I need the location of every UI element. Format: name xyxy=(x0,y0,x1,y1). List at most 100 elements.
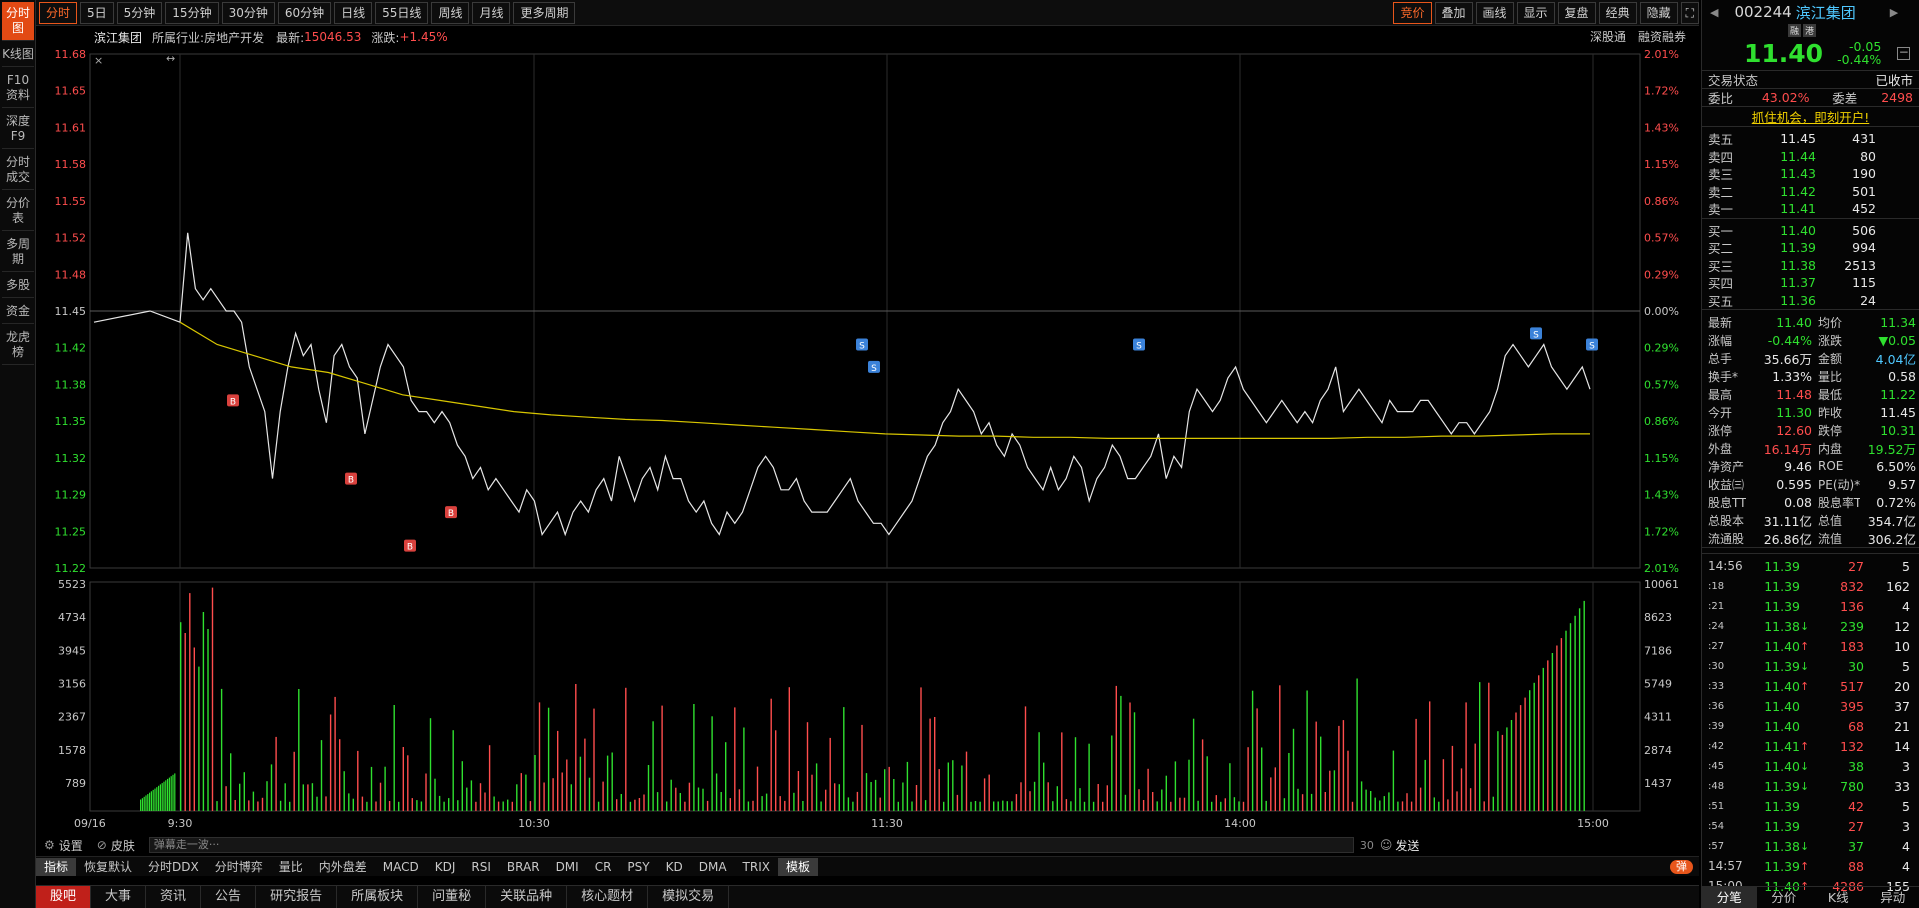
bottom-tab-9[interactable]: 模拟交易 xyxy=(648,886,730,908)
trade-count: 37 xyxy=(1894,698,1910,714)
indicator-14[interactable]: DMA xyxy=(698,859,727,874)
volume-bar xyxy=(1415,718,1417,811)
intraday-chart[interactable]: 11.68 2.01% 11.65 1.72% 11.61 1.43% 11.58 1.15%… xyxy=(0,0,1699,856)
volume-bar xyxy=(652,721,654,811)
tool-5[interactable]: 经典 xyxy=(1598,2,1637,24)
left-tab-4[interactable]: 分时成交 xyxy=(2,151,34,190)
fullscreen-icon[interactable]: ⛶ xyxy=(1680,2,1699,24)
volume-bar xyxy=(216,801,218,811)
open-account-link[interactable]: 抓住机会，即刻开户! xyxy=(1751,110,1870,125)
period-2[interactable]: 5分钟 xyxy=(116,1,163,24)
stat-row: 收益㈢ 0.595 PE(动)* 9.57 xyxy=(1702,475,1919,493)
link-margin[interactable]: 融资融券 xyxy=(1637,30,1686,44)
bullet-input[interactable]: 弹幕走一波··· xyxy=(148,837,1354,853)
settings-icon[interactable]: ⚙ xyxy=(44,838,55,852)
period-8[interactable]: 周线 xyxy=(431,1,470,24)
indicator-11[interactable]: CR xyxy=(594,859,612,874)
volume-bar xyxy=(479,783,482,811)
prev-stock-icon[interactable]: ◀ xyxy=(1710,5,1719,19)
indicator-4[interactable]: 量比 xyxy=(278,859,303,874)
bottom-tab-3[interactable]: 公告 xyxy=(201,886,257,908)
quote-tab-3[interactable]: 异动 xyxy=(1880,890,1906,905)
tool-3[interactable]: 显示 xyxy=(1516,2,1555,24)
quote-tab-2[interactable]: K线 xyxy=(1827,890,1849,905)
trade-row: :27 11.40 ↑ 183 10 xyxy=(1702,636,1919,656)
next-stock-icon[interactable]: ▶ xyxy=(1889,5,1899,19)
period-3[interactable]: 15分钟 xyxy=(165,1,219,24)
indicator-3[interactable]: 分时博弈 xyxy=(214,859,263,874)
stat-label: 外盘 xyxy=(1708,441,1733,456)
bottom-tab-2[interactable]: 资讯 xyxy=(146,886,202,908)
indicator-7[interactable]: KDJ xyxy=(434,859,456,874)
bottom-tab-0[interactable]: 股吧 xyxy=(36,886,92,908)
trade-row: :30 11.39 ↓ 30 5 xyxy=(1702,656,1919,676)
volume-bar xyxy=(339,739,341,811)
skin-button[interactable]: 皮肤 xyxy=(110,838,135,853)
buy-volume: 24 xyxy=(1860,292,1876,308)
volume-bar xyxy=(915,785,918,811)
settings-button[interactable]: 设置 xyxy=(58,838,83,853)
period-4[interactable]: 30分钟 xyxy=(221,1,275,24)
tool-1[interactable]: 叠加 xyxy=(1434,2,1473,24)
indicator-16[interactable]: 模板 xyxy=(777,857,818,876)
tool-4[interactable]: 复盘 xyxy=(1557,2,1596,24)
quote-tab-1[interactable]: 分价 xyxy=(1771,890,1797,905)
industry-value[interactable]: 房地产开发 xyxy=(204,30,265,45)
left-tab-3[interactable]: 深度F9 xyxy=(2,110,34,149)
left-tab-2[interactable]: F10资料 xyxy=(2,69,34,108)
y-volume-label-right: 10061 xyxy=(1644,578,1679,591)
period-1[interactable]: 5日 xyxy=(80,1,114,24)
indicator-0[interactable]: 指标 xyxy=(36,857,77,876)
left-tab-8[interactable]: 资金 xyxy=(2,300,34,324)
period-5[interactable]: 60分钟 xyxy=(277,1,332,24)
volume-bar xyxy=(765,793,768,811)
indicator-6[interactable]: MACD xyxy=(382,859,419,874)
bottom-tab-1[interactable]: 大事 xyxy=(91,886,147,908)
latest-label: 最新: xyxy=(276,30,305,45)
sell-price: 11.43 xyxy=(1780,166,1816,182)
collapse-icon[interactable]: − xyxy=(1897,44,1911,60)
stat-row: 今开 11.30 昨收 11.45 xyxy=(1702,403,1919,421)
left-tab-6[interactable]: 多周期 xyxy=(2,233,34,272)
bottom-tab-4[interactable]: 研究报告 xyxy=(256,886,338,908)
left-tab-1[interactable]: K线图 xyxy=(2,43,34,67)
bottom-tab-8[interactable]: 核心题材 xyxy=(567,886,649,908)
tool-2[interactable]: 画线 xyxy=(1475,2,1514,24)
skin-icon[interactable]: ⊘ xyxy=(96,838,107,852)
period-0[interactable]: 分时 xyxy=(39,1,78,24)
period-10[interactable]: 更多周期 xyxy=(513,1,576,24)
indicator-10[interactable]: DMI xyxy=(555,859,579,874)
sell-row: 卖四 11.44 80 xyxy=(1702,148,1919,166)
indicator-15[interactable]: TRIX xyxy=(742,859,770,874)
period-6[interactable]: 日线 xyxy=(334,1,373,24)
smile-icon[interactable]: ☺ xyxy=(1379,838,1393,852)
tool-6[interactable]: 隐藏 xyxy=(1639,2,1678,24)
left-tab-9[interactable]: 龙虎榜 xyxy=(2,326,34,365)
volume-bar xyxy=(679,793,681,811)
quote-tab-0[interactable]: 分笔 xyxy=(1702,887,1757,908)
left-tab-5[interactable]: 分价表 xyxy=(2,192,34,231)
bottom-tab-5[interactable]: 所属板块 xyxy=(337,886,419,908)
bullet-toggle[interactable]: 弹 xyxy=(1670,859,1693,874)
indicator-9[interactable]: BRAR xyxy=(506,859,540,874)
left-tab-7[interactable]: 多股 xyxy=(2,274,34,298)
period-9[interactable]: 月线 xyxy=(472,1,511,24)
indicator-13[interactable]: KD xyxy=(665,859,683,874)
indicator-1[interactable]: 恢复默认 xyxy=(84,859,133,874)
indicator-2[interactable]: 分时DDX xyxy=(148,859,199,874)
stat-value: 11.22 xyxy=(1880,386,1916,402)
volume-bar xyxy=(1011,801,1013,811)
send-button[interactable]: 发送 xyxy=(1395,838,1420,853)
link-hk-connect[interactable]: 深股通 xyxy=(1589,30,1626,44)
buy-price: 11.38 xyxy=(1780,257,1816,273)
indicator-8[interactable]: RSI xyxy=(471,859,491,874)
indicator-12[interactable]: PSY xyxy=(627,859,650,874)
period-7[interactable]: 55日线 xyxy=(375,1,429,24)
sell-price: 11.41 xyxy=(1780,201,1816,217)
indicator-5[interactable]: 内外盘差 xyxy=(318,859,367,874)
bottom-tab-6[interactable]: 问董秘 xyxy=(418,886,487,908)
left-tab-0[interactable]: 分时图 xyxy=(2,2,34,41)
bottom-tab-7[interactable]: 关联品种 xyxy=(486,886,568,908)
tool-0[interactable]: 竞价 xyxy=(1393,2,1432,24)
volume-bar xyxy=(257,801,259,811)
